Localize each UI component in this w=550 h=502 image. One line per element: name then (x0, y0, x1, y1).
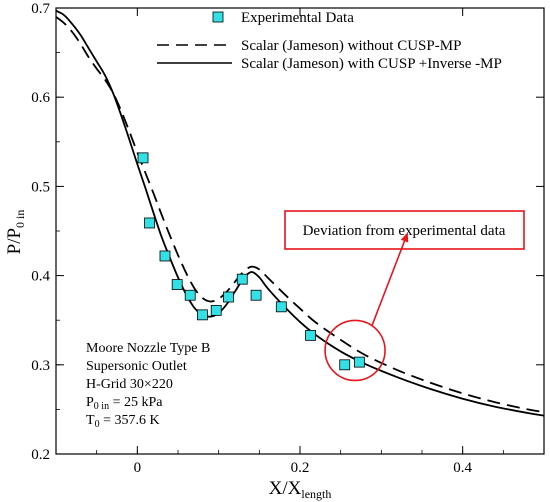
info-box: Moore Nozzle Type B Supersonic Outlet H-… (86, 341, 210, 430)
x-tick-label: 0.2 (291, 460, 310, 476)
experimental-data-point (305, 329, 316, 341)
info-line-4: P0 in = 25 kPa (86, 395, 163, 412)
experimental-data-point (250, 289, 262, 301)
experimental-data-point (196, 309, 208, 321)
y-axis-title: P/P0 in (4, 210, 27, 255)
info-line-1: Moore Nozzle Type B (86, 341, 210, 356)
legend-label-experimental: Experimental Data (241, 10, 354, 26)
y-tick-label: 0.3 (31, 358, 50, 374)
tick-layer: 0 0.2 0.4 0.2 0.3 0.4 0.5 0.6 0.7 (31, 1, 545, 476)
callout-text: Deviation from experimental data (303, 223, 506, 239)
experimental-data-point (275, 301, 287, 313)
experimental-data-point (171, 279, 183, 290)
experimental-data-point (353, 356, 365, 368)
experimental-data-point (223, 291, 234, 303)
experimental-data-point (159, 250, 171, 262)
x-tick-label: 0 (134, 460, 142, 476)
callout-arrow (371, 232, 409, 326)
experimental-data-point (236, 273, 248, 285)
legend-marker-experimental (212, 11, 224, 23)
y-tick-label: 0.4 (31, 269, 50, 285)
info-line-5: T0 = 357.6 K (86, 413, 160, 430)
legend-label-solid: Scalar (Jameson) with CUSP +Inverse -MP (241, 56, 502, 72)
experimental-data-point (137, 152, 149, 164)
deviation-callout: Deviation from experimental data (284, 210, 525, 382)
experimental-data-point (210, 304, 222, 316)
y-tick-label: 0.2 (31, 447, 50, 463)
legend-label-dashed: Scalar (Jameson) without CUSP-MP (241, 38, 461, 54)
deviation-ellipse (324, 319, 386, 382)
legend: Experimental Data Scalar (Jameson) witho… (157, 10, 502, 72)
callout-box (284, 210, 525, 250)
y-tick-label: 0.5 (31, 179, 50, 195)
y-tick-label: 0.7 (31, 1, 50, 17)
marker-layer (137, 152, 365, 371)
experimental-data-point (144, 217, 155, 229)
info-line-3: H-Grid 30×220 (86, 377, 173, 392)
x-axis-title: X/Xlength (269, 478, 332, 501)
x-tick-label: 0.4 (453, 460, 472, 476)
series-line-without-cusp (56, 16, 544, 413)
experimental-data-point (184, 289, 196, 301)
info-line-2: Supersonic Outlet (86, 359, 187, 374)
y-tick-label: 0.6 (31, 90, 50, 106)
experimental-data-point (339, 359, 351, 371)
